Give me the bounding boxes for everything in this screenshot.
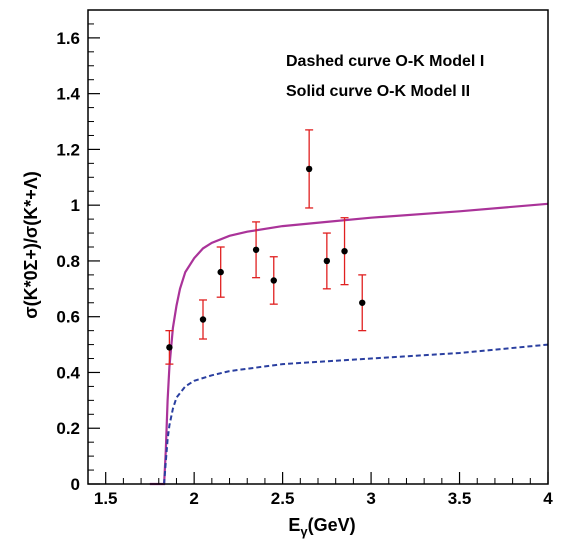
- data-point: [359, 299, 366, 306]
- plot-frame: [87, 9, 549, 485]
- x-tick-label: 1.5: [94, 489, 118, 508]
- x-axis-label: Eγ(GeV): [288, 515, 355, 539]
- x-tick-label: 2.5: [271, 489, 295, 508]
- data-points: [165, 129, 367, 365]
- y-tick-label: 1.4: [56, 85, 80, 104]
- x-axis-label-unit: (GeV): [308, 515, 356, 535]
- data-point: [199, 316, 207, 323]
- x-axis-label-sub: γ: [300, 524, 308, 539]
- annotation-solid-curve: Solid curve O-K Model II: [286, 83, 470, 100]
- data-point: [270, 277, 277, 284]
- x-axis-label-main: E: [288, 515, 300, 535]
- data-point: [341, 247, 348, 255]
- data-point: [323, 257, 331, 265]
- y-tick-label: 1: [71, 196, 80, 215]
- y-tick-label: 0.6: [56, 308, 80, 327]
- x-tick-label: 4: [543, 489, 553, 508]
- x-tick-label: 3.5: [448, 489, 472, 508]
- y-axis-ticks: 0 0.2 0.4 0.6 0.8 1 1.2 1.4 1.6: [56, 9, 100, 494]
- dashed-curve-model-1: [163, 343, 549, 485]
- y-tick-label: 0.4: [56, 363, 80, 382]
- data-point: [217, 268, 224, 276]
- data-point: [252, 246, 260, 253]
- y-tick-label: 0.2: [56, 419, 80, 438]
- x-tick-label: 3: [366, 489, 375, 508]
- solid-curve-model-2: [149, 202, 549, 486]
- model-curves: [149, 202, 549, 486]
- y-axis-label: σ(K*0Σ+)/σ(K*+Λ): [21, 171, 41, 318]
- annotation-dashed-curve: Dashed curve O-K Model I: [286, 53, 484, 70]
- x-tick-label: 2: [189, 489, 198, 508]
- y-tick-label: 0: [71, 475, 80, 494]
- y-tick-label: 1.6: [56, 29, 80, 48]
- x-axis-ticks: 1.5 2 2.5 3 3.5 4: [87, 472, 553, 508]
- y-tick-label: 0.8: [56, 252, 80, 271]
- annotation-block: Dashed curve O-K Model I Solid curve O-K…: [286, 53, 484, 100]
- data-point: [166, 344, 173, 351]
- data-point: [305, 165, 313, 173]
- y-tick-label: 1.2: [56, 140, 80, 159]
